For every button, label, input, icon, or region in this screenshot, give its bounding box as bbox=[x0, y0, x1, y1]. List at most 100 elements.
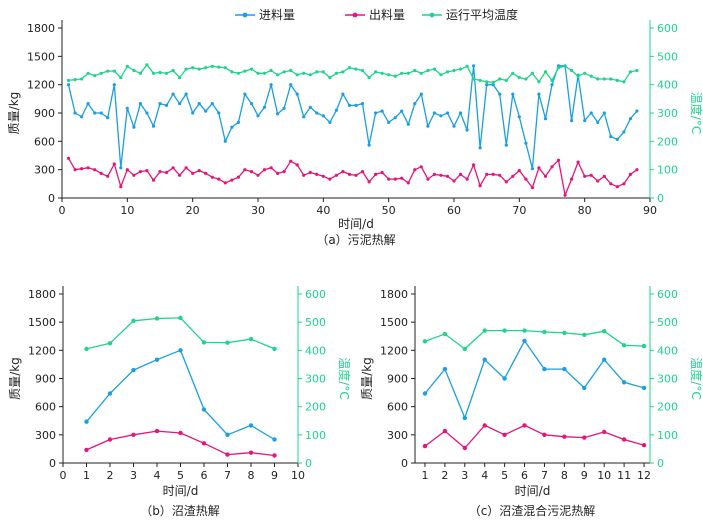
series-2-point bbox=[562, 330, 567, 336]
series-2-point bbox=[236, 71, 240, 75]
y-tick-label: 0 bbox=[49, 457, 56, 470]
y2-tick-label: 500 bbox=[657, 50, 678, 63]
x-tick-label: 4 bbox=[154, 469, 161, 482]
series-1-point bbox=[452, 179, 456, 183]
series-1-point bbox=[380, 170, 384, 175]
series-0-point bbox=[641, 385, 647, 391]
series-2-point bbox=[201, 340, 207, 345]
series-0-point bbox=[374, 111, 378, 115]
series-2-point bbox=[256, 71, 260, 75]
series-2-point bbox=[635, 68, 639, 73]
y-tick-label: 1800 bbox=[28, 288, 56, 301]
y2-tick-label: 200 bbox=[305, 401, 326, 414]
x-tick-label: 10 bbox=[120, 204, 134, 217]
series-1-point bbox=[445, 174, 450, 178]
series-1-point bbox=[622, 182, 626, 186]
series-1-point bbox=[138, 170, 142, 174]
y2-tick-label: 0 bbox=[305, 457, 312, 470]
y-tick-label: 900 bbox=[34, 107, 55, 120]
series-0-point bbox=[178, 102, 182, 106]
series-1-point bbox=[502, 432, 507, 437]
series-1-point bbox=[112, 162, 116, 166]
series-1-point bbox=[426, 177, 430, 181]
series-0-point bbox=[295, 92, 299, 96]
y-axis-title: 质量/kg bbox=[7, 92, 21, 135]
series-2-point bbox=[380, 71, 384, 75]
y2-tick-label: 300 bbox=[305, 373, 326, 386]
series-0-point bbox=[217, 111, 221, 115]
y-tick-label: 1800 bbox=[27, 22, 55, 35]
series-2-point bbox=[583, 71, 587, 75]
series-1-point bbox=[93, 168, 97, 172]
series-1-point bbox=[248, 450, 254, 455]
series-1-point bbox=[641, 443, 647, 448]
series-0-point bbox=[442, 366, 448, 372]
series-2-point bbox=[132, 68, 136, 73]
x-tick-label: 1 bbox=[421, 469, 428, 482]
series-0-point bbox=[328, 120, 332, 124]
series-0-point bbox=[367, 143, 371, 147]
series-0-point bbox=[272, 437, 277, 442]
y2-tick-label: 200 bbox=[657, 401, 678, 414]
series-1-point bbox=[491, 172, 495, 176]
y2-tick-label: 600 bbox=[657, 22, 678, 35]
series-1-point bbox=[341, 170, 345, 174]
series-0-point bbox=[334, 108, 338, 112]
series-0-point bbox=[602, 357, 607, 362]
series-1-point bbox=[125, 168, 129, 172]
series-0-point bbox=[542, 366, 547, 372]
series-1-point bbox=[570, 177, 574, 181]
series-0-point bbox=[452, 124, 456, 128]
series-2-point bbox=[210, 64, 214, 68]
series-2-point bbox=[550, 78, 554, 82]
series-0-point bbox=[236, 120, 240, 124]
series-1-point bbox=[178, 173, 182, 177]
series-1-point bbox=[86, 166, 90, 170]
y2-tick-label: 600 bbox=[657, 288, 678, 301]
series-1-point bbox=[249, 170, 254, 174]
series-1-point bbox=[73, 168, 77, 172]
series-1-point bbox=[482, 423, 487, 428]
series-1-point bbox=[217, 177, 221, 181]
series-0-point bbox=[522, 338, 527, 344]
series-2-point bbox=[482, 328, 487, 333]
series-0-point bbox=[248, 423, 254, 428]
y2-axis-title: 温度/°C bbox=[689, 357, 703, 399]
x-tick-label: 10 bbox=[597, 469, 611, 482]
series-2-point bbox=[576, 74, 580, 78]
series-0-point bbox=[171, 92, 175, 96]
series-0-point bbox=[282, 106, 286, 110]
series-2-point bbox=[66, 78, 71, 82]
series-1-point bbox=[99, 171, 103, 175]
series-1-point bbox=[387, 177, 391, 181]
x-tick-label: 12 bbox=[637, 469, 651, 482]
y-tick-label: 1200 bbox=[27, 79, 55, 92]
series-0-point bbox=[276, 112, 280, 116]
series-2-point bbox=[112, 69, 116, 73]
y-tick-label: 1500 bbox=[28, 316, 56, 329]
series-1-point bbox=[458, 172, 463, 176]
panel-caption: （b）沼渣热解 bbox=[140, 504, 220, 518]
series-2-point bbox=[86, 71, 90, 75]
series-0-point bbox=[132, 125, 136, 129]
series-0-point bbox=[550, 83, 554, 87]
series-2-point bbox=[269, 68, 273, 73]
series-1-point bbox=[556, 158, 561, 162]
series-1-point bbox=[107, 437, 113, 442]
legend-feed-label: 进料量 bbox=[259, 8, 295, 22]
series-0-point bbox=[249, 102, 254, 106]
panel-c: 1 2 3 4 5 6 7 8 9 10 11 120300600900120015001800010… bbox=[360, 286, 703, 518]
series-0-point bbox=[406, 122, 410, 126]
x-tick-label: 7 bbox=[224, 469, 231, 482]
x-tick-label: 3 bbox=[461, 469, 468, 482]
y-tick-label: 600 bbox=[387, 401, 408, 414]
series-1-point bbox=[609, 182, 613, 186]
series-1-point bbox=[615, 185, 619, 189]
panel-caption: （c）沼渣混合污泥热解 bbox=[469, 503, 596, 518]
series-0-point bbox=[583, 119, 587, 123]
series-1-point bbox=[132, 173, 136, 177]
series-1-point bbox=[400, 176, 404, 180]
series-1-point bbox=[321, 174, 325, 178]
series-line-1 bbox=[67, 157, 638, 196]
x-tick-label: 0 bbox=[60, 469, 67, 482]
